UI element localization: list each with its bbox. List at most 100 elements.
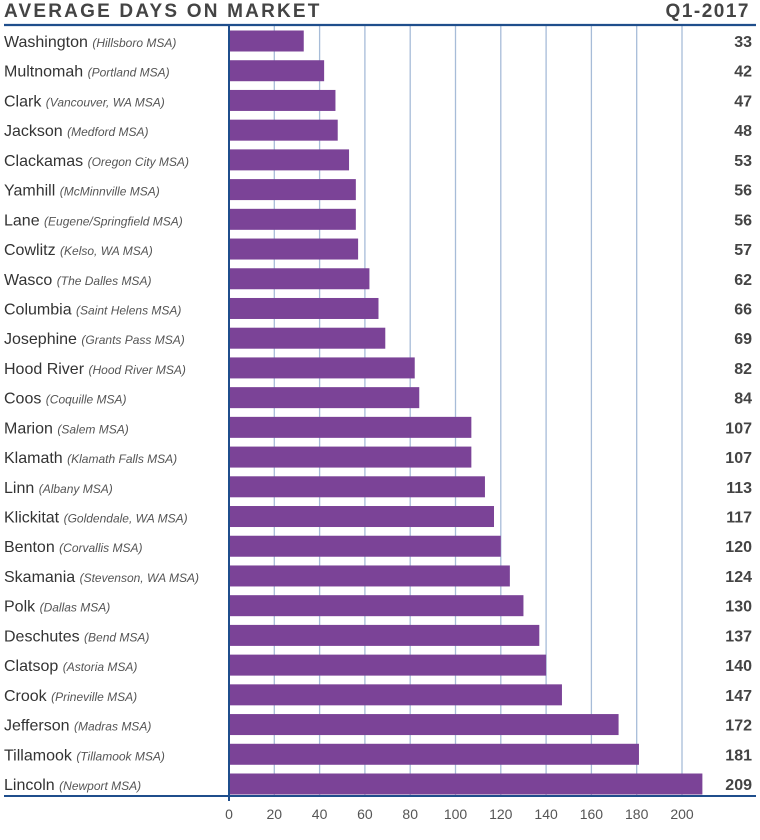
category-labels: Washington (Hillsboro MSA) Multnomah (Por… bbox=[4, 34, 199, 794]
category-name: Skamania bbox=[4, 569, 80, 586]
category-label: Washington (Hillsboro MSA) bbox=[4, 34, 176, 51]
x-tick-label: 100 bbox=[444, 806, 468, 822]
category-msa: (Saint Helens MSA) bbox=[76, 303, 181, 317]
category-msa: (Kelso, WA MSA) bbox=[60, 244, 153, 258]
category-label: Jefferson (Madras MSA) bbox=[4, 718, 151, 735]
axes bbox=[4, 23, 756, 801]
bar bbox=[229, 506, 495, 528]
category-name: Lane bbox=[4, 212, 44, 229]
bar bbox=[229, 268, 370, 290]
category-name: Wasco bbox=[4, 272, 57, 289]
bar bbox=[229, 327, 386, 349]
category-name: Lincoln bbox=[4, 777, 59, 794]
category-label: Benton (Corvallis MSA) bbox=[4, 539, 143, 556]
category-name: Deschutes bbox=[4, 628, 84, 645]
category-name: Clark bbox=[4, 93, 46, 110]
category-msa: (Vancouver, WA MSA) bbox=[46, 95, 165, 109]
category-msa: (Albany MSA) bbox=[39, 482, 113, 496]
bar bbox=[229, 535, 501, 557]
bar bbox=[229, 149, 350, 171]
bar bbox=[229, 446, 472, 468]
bar bbox=[229, 30, 304, 52]
tick-labels: 0 20 40 60 80 100 120 140 160 180 200 bbox=[225, 806, 694, 822]
value-label: 57 bbox=[734, 242, 752, 259]
category-label: Josephine (Grants Pass MSA) bbox=[4, 331, 185, 348]
category-name: Coos bbox=[4, 391, 46, 408]
category-msa: (Astoria MSA) bbox=[63, 660, 138, 674]
bar bbox=[229, 119, 338, 141]
category-name: Hood River bbox=[4, 361, 88, 378]
category-label: Deschutes (Bend MSA) bbox=[4, 628, 149, 645]
category-label: Coos (Coquille MSA) bbox=[4, 391, 127, 408]
category-label: Yamhill (McMinnville MSA) bbox=[4, 183, 160, 200]
category-msa: (Klamath Falls MSA) bbox=[67, 452, 177, 466]
bar bbox=[229, 89, 336, 111]
category-name: Klickitat bbox=[4, 510, 64, 527]
bar bbox=[229, 387, 420, 409]
value-label: 147 bbox=[725, 688, 752, 705]
x-tick-label: 180 bbox=[625, 806, 649, 822]
category-label: Clatsop (Astoria MSA) bbox=[4, 658, 137, 675]
category-label: Multnomah (Portland MSA) bbox=[4, 64, 170, 81]
category-msa: (Eugene/Springfield MSA) bbox=[44, 214, 183, 228]
category-label: Polk (Dallas MSA) bbox=[4, 599, 110, 616]
value-label: 181 bbox=[725, 747, 752, 764]
bar bbox=[229, 297, 379, 319]
value-label: 62 bbox=[734, 272, 752, 289]
value-label: 140 bbox=[725, 658, 752, 675]
category-name: Benton bbox=[4, 539, 59, 556]
x-tick-label: 20 bbox=[267, 806, 283, 822]
value-label: 209 bbox=[725, 777, 752, 794]
category-msa: (Coquille MSA) bbox=[46, 393, 127, 407]
category-name: Marion bbox=[4, 420, 57, 437]
category-label: Cowlitz (Kelso, WA MSA) bbox=[4, 242, 153, 259]
x-tick-label: 40 bbox=[312, 806, 328, 822]
bar bbox=[229, 416, 472, 438]
category-msa: (Newport MSA) bbox=[59, 779, 141, 793]
category-name: Washington bbox=[4, 34, 92, 51]
value-label: 84 bbox=[734, 391, 752, 408]
x-tick-label: 60 bbox=[357, 806, 373, 822]
bar bbox=[229, 743, 639, 765]
category-name: Cowlitz bbox=[4, 242, 60, 259]
category-name: Jackson bbox=[4, 123, 67, 140]
category-msa: (Dallas MSA) bbox=[40, 601, 111, 615]
category-name: Clatsop bbox=[4, 658, 63, 675]
chart-title: AVERAGE DAYS ON MARKET bbox=[4, 1, 322, 22]
bar bbox=[229, 624, 540, 646]
category-name: Linn bbox=[4, 480, 39, 497]
bar bbox=[229, 208, 356, 230]
value-label: 47 bbox=[734, 93, 752, 110]
category-label: Lane (Eugene/Springfield MSA) bbox=[4, 212, 183, 229]
value-label: 53 bbox=[734, 153, 752, 170]
category-msa: (Madras MSA) bbox=[74, 720, 151, 734]
value-label: 33 bbox=[734, 34, 752, 51]
category-msa: (The Dalles MSA) bbox=[57, 274, 152, 288]
category-label: Hood River (Hood River MSA) bbox=[4, 361, 186, 378]
category-name: Tillamook bbox=[4, 747, 76, 764]
x-tick-label: 80 bbox=[402, 806, 418, 822]
bar bbox=[229, 654, 547, 676]
category-msa: (Portland MSA) bbox=[88, 66, 170, 80]
value-label: 120 bbox=[725, 539, 752, 556]
category-msa: (Hood River MSA) bbox=[88, 363, 185, 377]
bar bbox=[229, 60, 325, 82]
bar bbox=[229, 565, 510, 587]
value-label: 48 bbox=[734, 123, 752, 140]
x-tick-label: 120 bbox=[489, 806, 513, 822]
x-tick-label: 200 bbox=[670, 806, 694, 822]
category-label: Jackson (Medford MSA) bbox=[4, 123, 149, 140]
category-label: Crook (Prineville MSA) bbox=[4, 688, 137, 705]
x-tick-label: 140 bbox=[534, 806, 558, 822]
category-label: Wasco (The Dalles MSA) bbox=[4, 272, 151, 289]
value-label: 172 bbox=[725, 718, 752, 735]
category-msa: (McMinnville MSA) bbox=[60, 185, 160, 199]
value-label: 66 bbox=[734, 301, 752, 318]
value-label: 69 bbox=[734, 331, 752, 348]
category-label: Tillamook (Tillamook MSA) bbox=[4, 747, 165, 764]
value-labels: 33 42 47 48 53 56 56 57 62 66 69 82 84 107 107 113 117 12… bbox=[725, 34, 752, 794]
category-label: Linn (Albany MSA) bbox=[4, 480, 113, 497]
bar bbox=[229, 595, 524, 617]
value-label: 124 bbox=[725, 569, 752, 586]
